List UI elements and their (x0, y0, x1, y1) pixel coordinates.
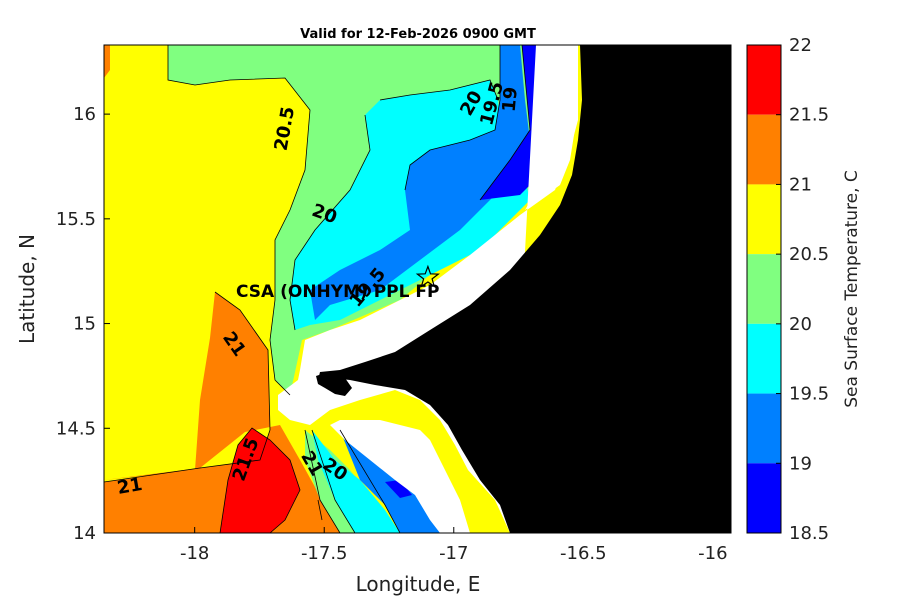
contour-label: 19 (499, 86, 522, 113)
x-tick-label: -18 (180, 543, 209, 564)
sst-band-21-21.5-corner (104, 45, 110, 78)
map-axes-frame (103, 44, 732, 534)
colorbar-tick-label: 19 (789, 453, 812, 474)
x-tick-label: -17.5 (301, 543, 348, 564)
site-star-icon (415, 264, 440, 288)
sst-band-19-19.5 (310, 45, 530, 533)
y-axis-label: Latitude, N (15, 234, 39, 344)
colorbar-band (747, 463, 781, 533)
colorbar (747, 45, 781, 533)
colorbar-band (747, 254, 781, 324)
colorbar-band (747, 45, 781, 115)
y-tick-label: 15.5 (56, 209, 96, 230)
x-axis-ticks: -18 -17.5 -17 -16.5 -16 (180, 527, 728, 564)
colorbar-tick-label: 18.5 (789, 523, 829, 544)
colorbar-band (747, 114, 781, 185)
y-tick-label: 16 (73, 104, 96, 125)
x-axis-label: Longitude, E (356, 572, 481, 596)
y-tick-label: 15 (73, 314, 96, 335)
site-label: CSA (ONHYM) PPL FP (236, 282, 439, 302)
land-mass (318, 45, 731, 533)
y-tick-label: 14 (73, 523, 96, 544)
colorbar-band (747, 323, 781, 394)
colorbar-band (747, 184, 781, 255)
y-tick-label: 14.5 (56, 418, 96, 439)
map-title: Valid for 12-Feb-2026 0900 GMT (300, 27, 536, 42)
colorbar-tick-label: 20.5 (789, 244, 829, 265)
sst-band-21.5-22 (220, 428, 300, 533)
colorbar-tick-label: 20 (789, 314, 812, 335)
colorbar-frame (746, 44, 782, 534)
colorbar-ticks: 22 21.5 21 20.5 20 19.5 19 18.5 (776, 35, 829, 544)
colorbar-tick-label: 21 (789, 174, 812, 195)
x-tick-label: -16.5 (560, 543, 607, 564)
x-tick-label: -16 (698, 543, 727, 564)
contour-lines (104, 45, 531, 533)
site-marker-group: CSA (ONHYM) PPL FP (236, 264, 440, 302)
sst-band-18.5-19 (385, 45, 560, 498)
colorbar-band (747, 393, 781, 464)
contour-label: 21 (116, 474, 144, 499)
colorbar-tick-label: 21.5 (789, 105, 829, 126)
colorbar-tick-label: 22 (789, 35, 812, 56)
land-cape-verde-tip (316, 372, 352, 396)
colorbar-tick-label: 19.5 (789, 384, 829, 405)
masked-coastal-zone-north (525, 45, 578, 210)
x-tick-label: -17 (439, 543, 468, 564)
colorbar-label: Sea Surface Temperature, C (842, 170, 862, 408)
y-axis-ticks: 16 15.5 15 14.5 14 (56, 104, 110, 544)
